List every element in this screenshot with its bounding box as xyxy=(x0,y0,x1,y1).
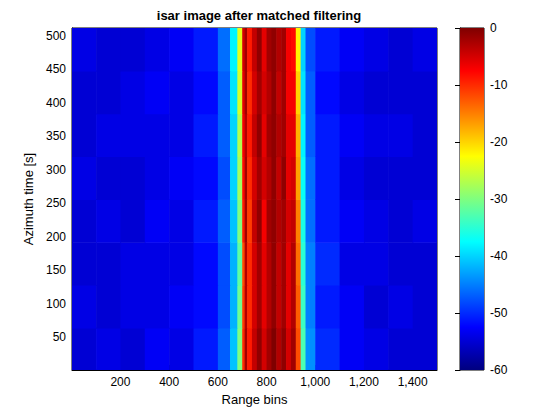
svg-text:300: 300 xyxy=(46,163,66,177)
svg-text:Azimuth time [s]: Azimuth time [s] xyxy=(21,153,36,245)
svg-text:450: 450 xyxy=(46,62,66,76)
svg-text:250: 250 xyxy=(46,196,66,210)
svg-text:-10: -10 xyxy=(490,78,508,92)
svg-text:600: 600 xyxy=(208,375,228,389)
svg-text:Range bins: Range bins xyxy=(222,392,288,407)
svg-text:0: 0 xyxy=(490,21,497,35)
svg-text:350: 350 xyxy=(46,129,66,143)
svg-text:200: 200 xyxy=(110,375,130,389)
svg-text:150: 150 xyxy=(46,263,66,277)
svg-text:200: 200 xyxy=(46,230,66,244)
svg-text:1,200: 1,200 xyxy=(349,375,379,389)
svg-text:isar image after matched filte: isar image after matched filtering xyxy=(157,8,362,23)
svg-text:400: 400 xyxy=(159,375,179,389)
svg-text:1,400: 1,400 xyxy=(398,375,428,389)
svg-text:-40: -40 xyxy=(490,249,508,263)
svg-text:-60: -60 xyxy=(490,363,508,377)
svg-text:400: 400 xyxy=(46,96,66,110)
svg-text:50: 50 xyxy=(53,330,67,344)
svg-text:1,000: 1,000 xyxy=(300,375,330,389)
svg-text:100: 100 xyxy=(46,297,66,311)
svg-text:500: 500 xyxy=(46,29,66,43)
svg-text:800: 800 xyxy=(257,375,277,389)
svg-text:-20: -20 xyxy=(490,135,508,149)
svg-text:-50: -50 xyxy=(490,306,508,320)
svg-text:-30: -30 xyxy=(490,192,508,206)
